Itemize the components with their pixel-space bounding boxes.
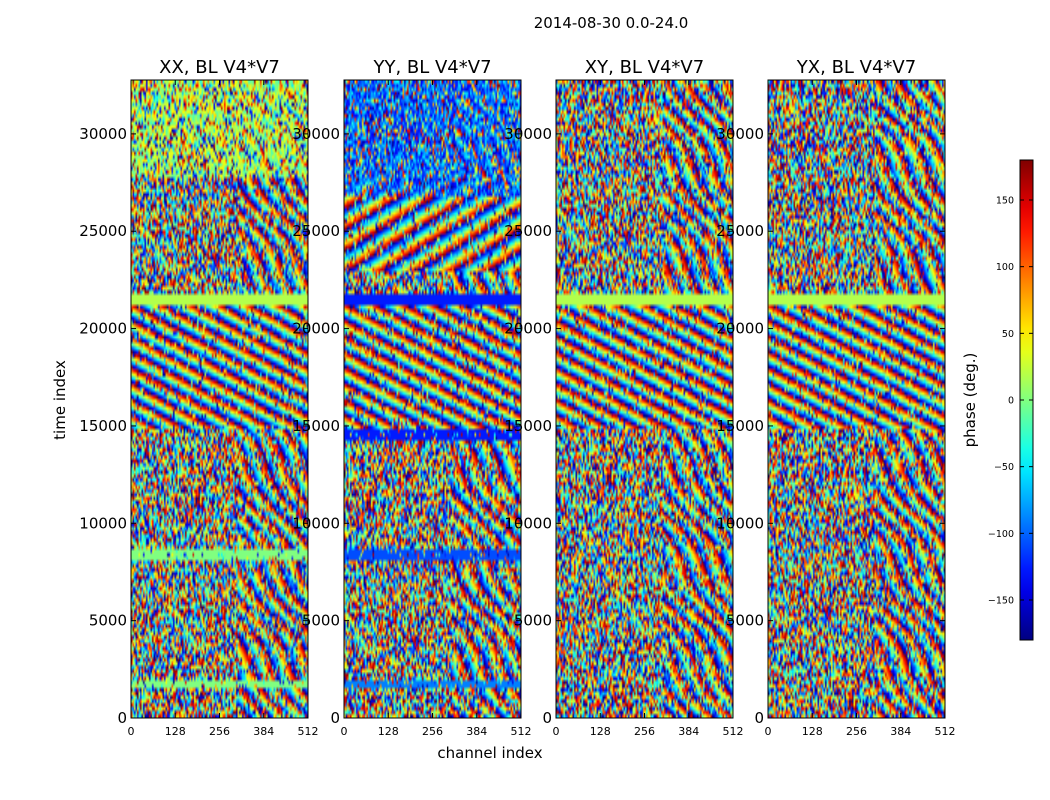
panel-yx: YX, BL V4*V7 0 128 256 384 512 0 5000 10000 15000… bbox=[716, 57, 955, 738]
y-tick-label: 0 bbox=[754, 709, 764, 727]
colorbar-tick-label: 50 bbox=[1002, 329, 1014, 340]
y-tick-label: 25000 bbox=[79, 222, 127, 240]
y-axis-label: time index bbox=[51, 360, 69, 440]
y-tick-label: 5000 bbox=[726, 612, 764, 630]
x-tick-label: 384 bbox=[678, 725, 699, 738]
y-tick-label: 15000 bbox=[292, 417, 340, 435]
x-tick-label: 384 bbox=[253, 725, 274, 738]
colorbar-label: phase (deg.) bbox=[961, 353, 979, 448]
y-tick-label: 10000 bbox=[504, 514, 552, 532]
panels-group: XX, BL V4*V7 0 128 256 384 512 0 5000 10000 15000… bbox=[79, 57, 955, 738]
colorbar-tick-label: −150 bbox=[988, 596, 1014, 607]
x-tick-label: 256 bbox=[846, 725, 867, 738]
y-tick-label: 30000 bbox=[79, 125, 127, 143]
x-tick-label: 128 bbox=[590, 725, 611, 738]
y-tick-label: 15000 bbox=[504, 417, 552, 435]
y-tick-label: 25000 bbox=[716, 222, 764, 240]
y-tick-label: 20000 bbox=[504, 320, 552, 338]
x-tick-label: 384 bbox=[466, 725, 487, 738]
panel-xx: XX, BL V4*V7 0 128 256 384 512 0 5000 10000 15000… bbox=[79, 57, 318, 738]
y-tick-label: 10000 bbox=[79, 514, 127, 532]
panel-title: YX, BL V4*V7 bbox=[796, 57, 916, 78]
y-tick-label: 0 bbox=[330, 709, 340, 727]
x-tick-label: 0 bbox=[765, 725, 772, 738]
panel-title: YY, BL V4*V7 bbox=[372, 57, 491, 78]
figure-suptitle: 2014-08-30 0.0-24.0 bbox=[534, 14, 689, 32]
y-tick-label: 0 bbox=[117, 709, 127, 727]
x-tick-label: 512 bbox=[723, 725, 744, 738]
x-tick-label: 128 bbox=[165, 725, 186, 738]
panel-xy: XY, BL V4*V7 0 128 256 384 512 0 5000 10000 15000… bbox=[504, 57, 743, 738]
y-tick-label: 10000 bbox=[716, 514, 764, 532]
y-tick-label: 5000 bbox=[514, 612, 552, 630]
x-tick-label: 512 bbox=[935, 725, 956, 738]
y-tick-label: 30000 bbox=[716, 125, 764, 143]
panel-title: XX, BL V4*V7 bbox=[159, 57, 280, 78]
x-axis-label: channel index bbox=[437, 744, 542, 762]
x-tick-label: 0 bbox=[128, 725, 135, 738]
colorbar-tick-label: −100 bbox=[988, 529, 1014, 540]
x-tick-label: 256 bbox=[422, 725, 443, 738]
x-tick-label: 512 bbox=[298, 725, 319, 738]
y-tick-label: 30000 bbox=[504, 125, 552, 143]
x-tick-label: 256 bbox=[634, 725, 655, 738]
y-tick-label: 15000 bbox=[79, 417, 127, 435]
y-tick-label: 30000 bbox=[292, 125, 340, 143]
y-tick-label: 15000 bbox=[716, 417, 764, 435]
x-tick-label: 128 bbox=[378, 725, 399, 738]
y-tick-label: 0 bbox=[542, 709, 552, 727]
panel-title: XY, BL V4*V7 bbox=[585, 57, 704, 78]
x-tick-label: 384 bbox=[890, 725, 911, 738]
y-tick-label: 10000 bbox=[292, 514, 340, 532]
x-tick-label: 0 bbox=[341, 725, 348, 738]
y-tick-label: 20000 bbox=[292, 320, 340, 338]
y-tick-label: 25000 bbox=[292, 222, 340, 240]
x-tick-label: 128 bbox=[802, 725, 823, 738]
x-tick-label: 256 bbox=[209, 725, 230, 738]
colorbar-tick-label: 150 bbox=[996, 196, 1014, 207]
colorbar: −150 −100 −50 0 50 100 150 phase (deg.) bbox=[961, 159, 1034, 641]
y-tick-label: 5000 bbox=[89, 612, 127, 630]
heatmap-image-yy bbox=[344, 80, 521, 718]
panel-yy: YY, BL V4*V7 0 128 256 384 512 0 5000 10000 15000… bbox=[292, 57, 531, 738]
x-tick-label: 512 bbox=[511, 725, 532, 738]
heatmap-image-xy bbox=[556, 80, 733, 718]
colorbar-tick-label: −50 bbox=[994, 462, 1014, 473]
colorbar-tick-label: 100 bbox=[996, 262, 1014, 273]
colorbar-tick-label: 0 bbox=[1008, 396, 1014, 407]
y-tick-label: 25000 bbox=[504, 222, 552, 240]
y-tick-label: 20000 bbox=[79, 320, 127, 338]
y-tick-label: 20000 bbox=[716, 320, 764, 338]
y-tick-label: 5000 bbox=[302, 612, 340, 630]
x-tick-label: 0 bbox=[553, 725, 560, 738]
heatmap-image-xx bbox=[131, 80, 308, 718]
heatmap-image-yx bbox=[768, 80, 945, 718]
